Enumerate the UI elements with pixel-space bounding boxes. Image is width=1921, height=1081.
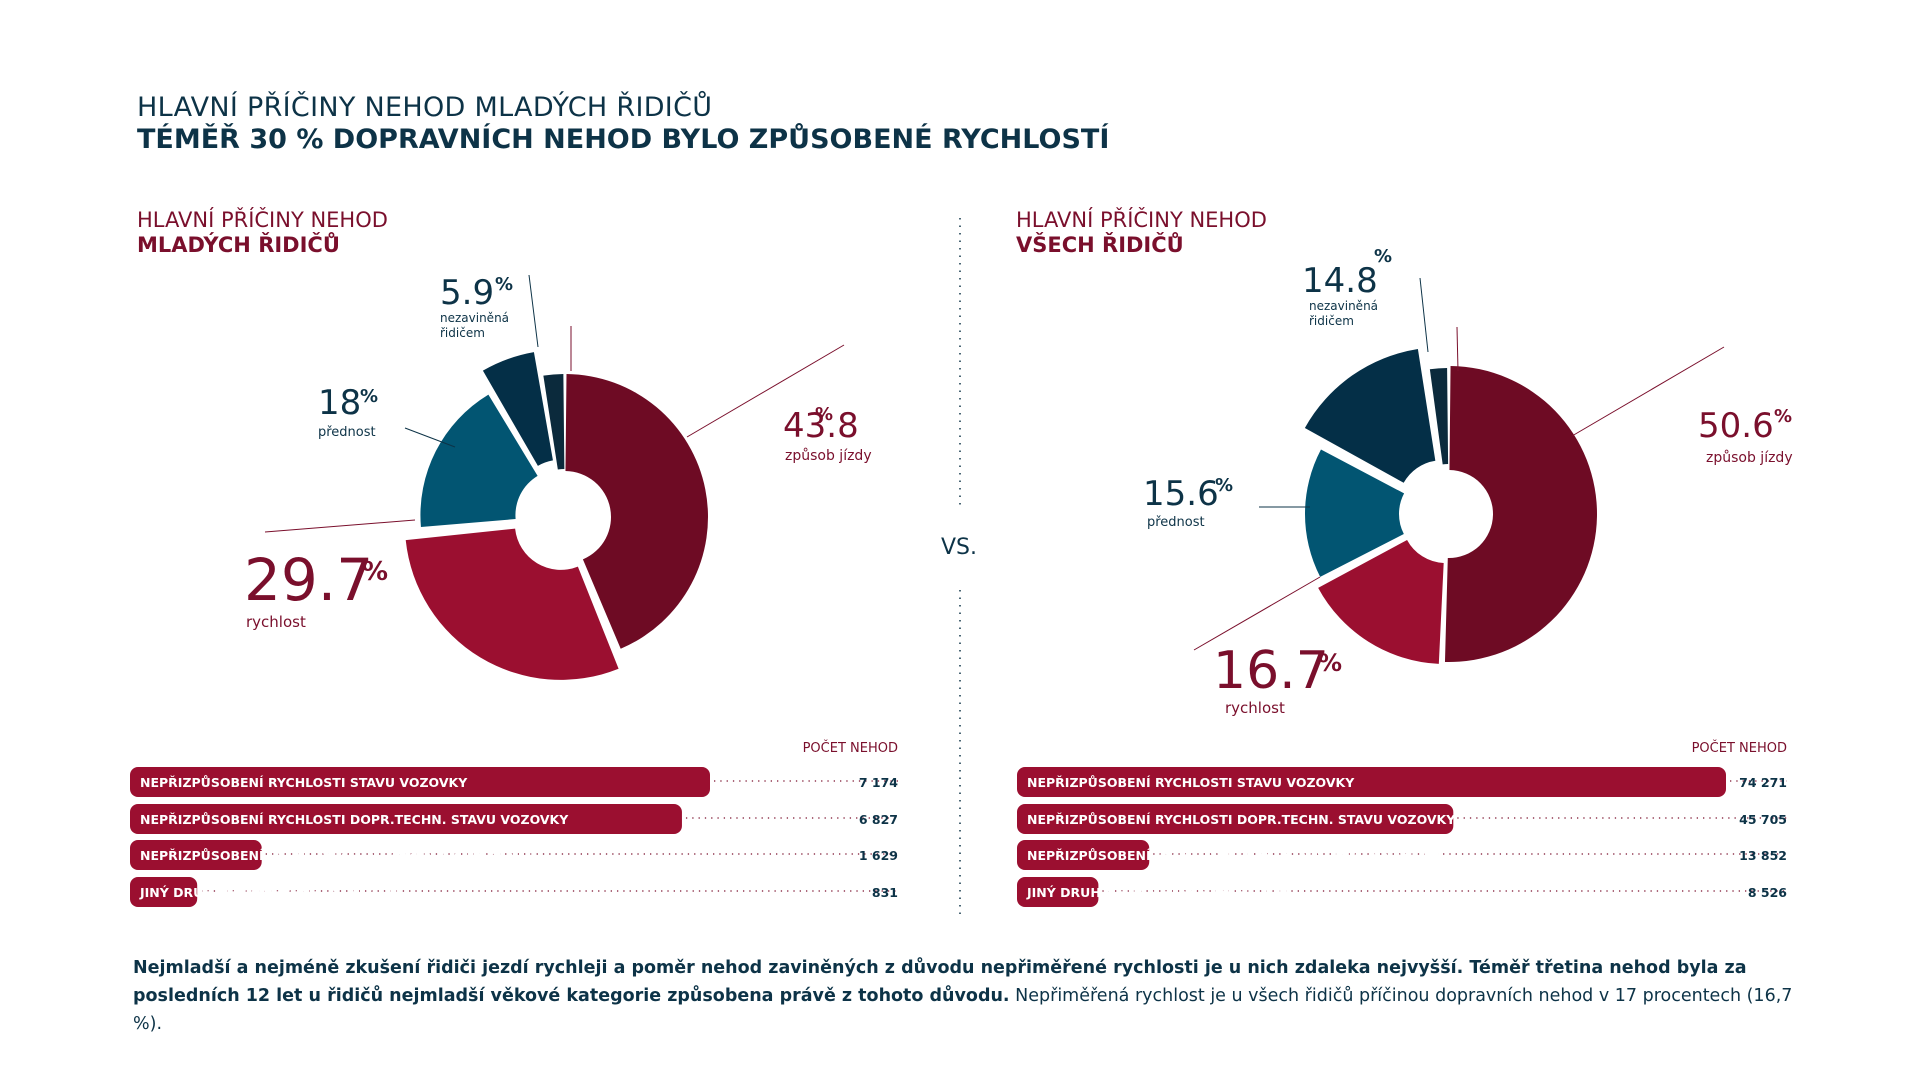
right-leader-line-other (1456, 326, 1459, 372)
right-pie-slice-rychlost (1318, 539, 1444, 664)
right-pie-percent-nezavinena: % (1374, 246, 1392, 267)
right-bar-value-label: 13 852 (1739, 848, 1787, 863)
right-bar-category-label: JINÝ DRUH NEPŘIMĚŘENÉ RYCHLOSTI (1026, 885, 1288, 900)
left-pie-percent-nezavinena: % (495, 274, 513, 295)
right-chart-title: HLAVNÍ PŘÍČINY NEHOD (1016, 208, 1267, 232)
right-pie-percent-prednost: % (1215, 475, 1233, 496)
left-bar-value-label: 6 827 (859, 812, 898, 827)
right-pie-value-rychlost: 16.7 (1213, 641, 1329, 701)
left-pie-value-zpusob-jizdy: 43.8 (783, 406, 859, 446)
right-leader-line-zpusob-jizdy (1571, 346, 1725, 437)
right-pie-slice-zpusob-jizdy (1444, 366, 1598, 662)
right-bar-category-label: NEPŘIZPŮSOBENÍ RYCHLOSTI VLASTN. VOZIDLA… (1027, 848, 1449, 863)
left-pie-percent-zpusob-jizdy: % (815, 404, 833, 425)
left-pie-label-zpusob-jizdy: způsob jízdy (785, 448, 872, 464)
right-bar (1017, 840, 1150, 870)
right-bar (1017, 804, 1454, 834)
left-bar-category-label: NEPŘIZPŮSOBENÍ RYCHLOSTI DOPR.TECHN. STA… (140, 812, 569, 827)
left-pie-value-rychlost: 29.7 (244, 546, 373, 614)
left-pie-slice-rychlost (405, 528, 619, 680)
right-bar-value-label: 8 526 (1748, 885, 1787, 900)
header-subtitle: TÉMĚŘ 30 % DOPRAVNÍCH NEHOD BYLO ZPŮSOBE… (137, 124, 1110, 155)
right-pie-label-rychlost: rychlost (1225, 699, 1285, 717)
left-pie-percent-rychlost: % (362, 557, 388, 587)
header-title: HLAVNÍ PŘÍČINY NEHOD MLADÝCH ŘIDIČŮ (137, 92, 713, 123)
right-pie-hole (1407, 472, 1491, 556)
right-pie-percent-zpusob-jizdy: % (1774, 406, 1792, 427)
right-bar (1017, 877, 1099, 907)
right-bar-category-label: NEPŘIZPŮSOBENÍ RYCHLOSTI STAVU VOZOVKY (1027, 775, 1355, 790)
left-leader-line-rychlost (264, 519, 416, 533)
left-leader-line-zpusob-jizdy (686, 344, 845, 438)
left-pie-hole (521, 473, 609, 561)
left-pie-slice-other (543, 374, 565, 470)
left-bar (130, 840, 262, 870)
right-pie-value-zpusob-jizdy: 50.6 (1698, 406, 1774, 446)
right-bar-category-label: NEPŘIZPŮSOBENÍ RYCHLOSTI DOPR.TECHN. STA… (1027, 812, 1456, 827)
footer-normal: Nepřiměřená rychlost je u všech řidičů p… (133, 986, 1793, 1034)
left-chart-subtitle: MLADÝCH ŘIDIČŮ (137, 233, 340, 257)
right-bar (1017, 767, 1726, 797)
right-pie-slice-prednost (1305, 449, 1405, 577)
left-pie-slice-prednost (420, 394, 538, 527)
left-bar (130, 877, 198, 907)
right-bar-value-label: 74 271 (1739, 775, 1787, 790)
footer-text: Nejmladší a nejméně zkušení řidiči jezdí… (133, 954, 1793, 1038)
right-pie-slice-other (1429, 368, 1449, 465)
right-pie-label-nezavinena: nezaviněná (1309, 299, 1378, 313)
right-pie-label-prednost: přednost (1147, 515, 1205, 530)
left-leader-line-prednost (404, 427, 456, 448)
right-bar-value-label: 45 705 (1739, 812, 1787, 827)
left-pie-slice-zpusob-jizdy (565, 374, 708, 649)
right-bar-header: POČET NEHOD (1692, 740, 1787, 756)
left-bar-category-label: NEPŘIZPŮSOBENÍ RYCHL. VLASTN. VOZIDLA A … (140, 848, 535, 863)
right-pie-percent-rychlost: % (1318, 649, 1342, 677)
left-leader-line-nezavinena (528, 274, 539, 348)
right-leader-line-rychlost (1193, 576, 1321, 651)
left-pie-slice-nezavinena (482, 352, 553, 466)
left-bar (130, 804, 682, 834)
left-bar-category-label: JINÝ DRUH NEPŘIMĚŘENÉ RYCHLOSTI (139, 885, 401, 900)
left-pie-label-nezavinena: nezaviněná (440, 311, 509, 325)
vs-label: VS. (941, 535, 978, 560)
right-pie-value-nezavinena: 14.8 (1302, 261, 1378, 301)
right-pie-slice-nezavinena (1304, 349, 1436, 483)
left-pie-value-prednost: 18 (318, 383, 361, 423)
left-bar-value-label: 831 (872, 885, 898, 900)
left-bar-value-label: 1 629 (859, 848, 898, 863)
right-pie-label-nezavinena: řidičem (1309, 314, 1354, 328)
left-bar-value-label: 7 174 (859, 775, 898, 790)
right-pie-label-zpusob-jizdy: způsob jízdy (1706, 450, 1793, 466)
left-chart-title: HLAVNÍ PŘÍČINY NEHOD (137, 208, 388, 232)
left-bar-header: POČET NEHOD (803, 740, 898, 756)
left-pie-label-rychlost: rychlost (246, 613, 306, 631)
left-pie-value-nezavinena: 5.9 (440, 273, 494, 313)
left-pie-label-prednost: přednost (318, 425, 376, 440)
footer-bold: Nejmladší a nejméně zkušení řidiči jezdí… (133, 958, 1747, 1006)
left-bar (130, 767, 710, 797)
right-pie-value-prednost: 15.6 (1143, 474, 1219, 514)
left-pie-percent-prednost: % (360, 386, 378, 407)
right-chart-subtitle: VŠECH ŘIDIČŮ (1016, 233, 1184, 257)
left-pie-label-nezavinena: řidičem (440, 326, 485, 340)
right-leader-line-nezavinena (1419, 277, 1429, 353)
left-bar-category-label: NEPŘIZPŮSOBENÍ RYCHLOSTI STAVU VOZOVKY (140, 775, 468, 790)
